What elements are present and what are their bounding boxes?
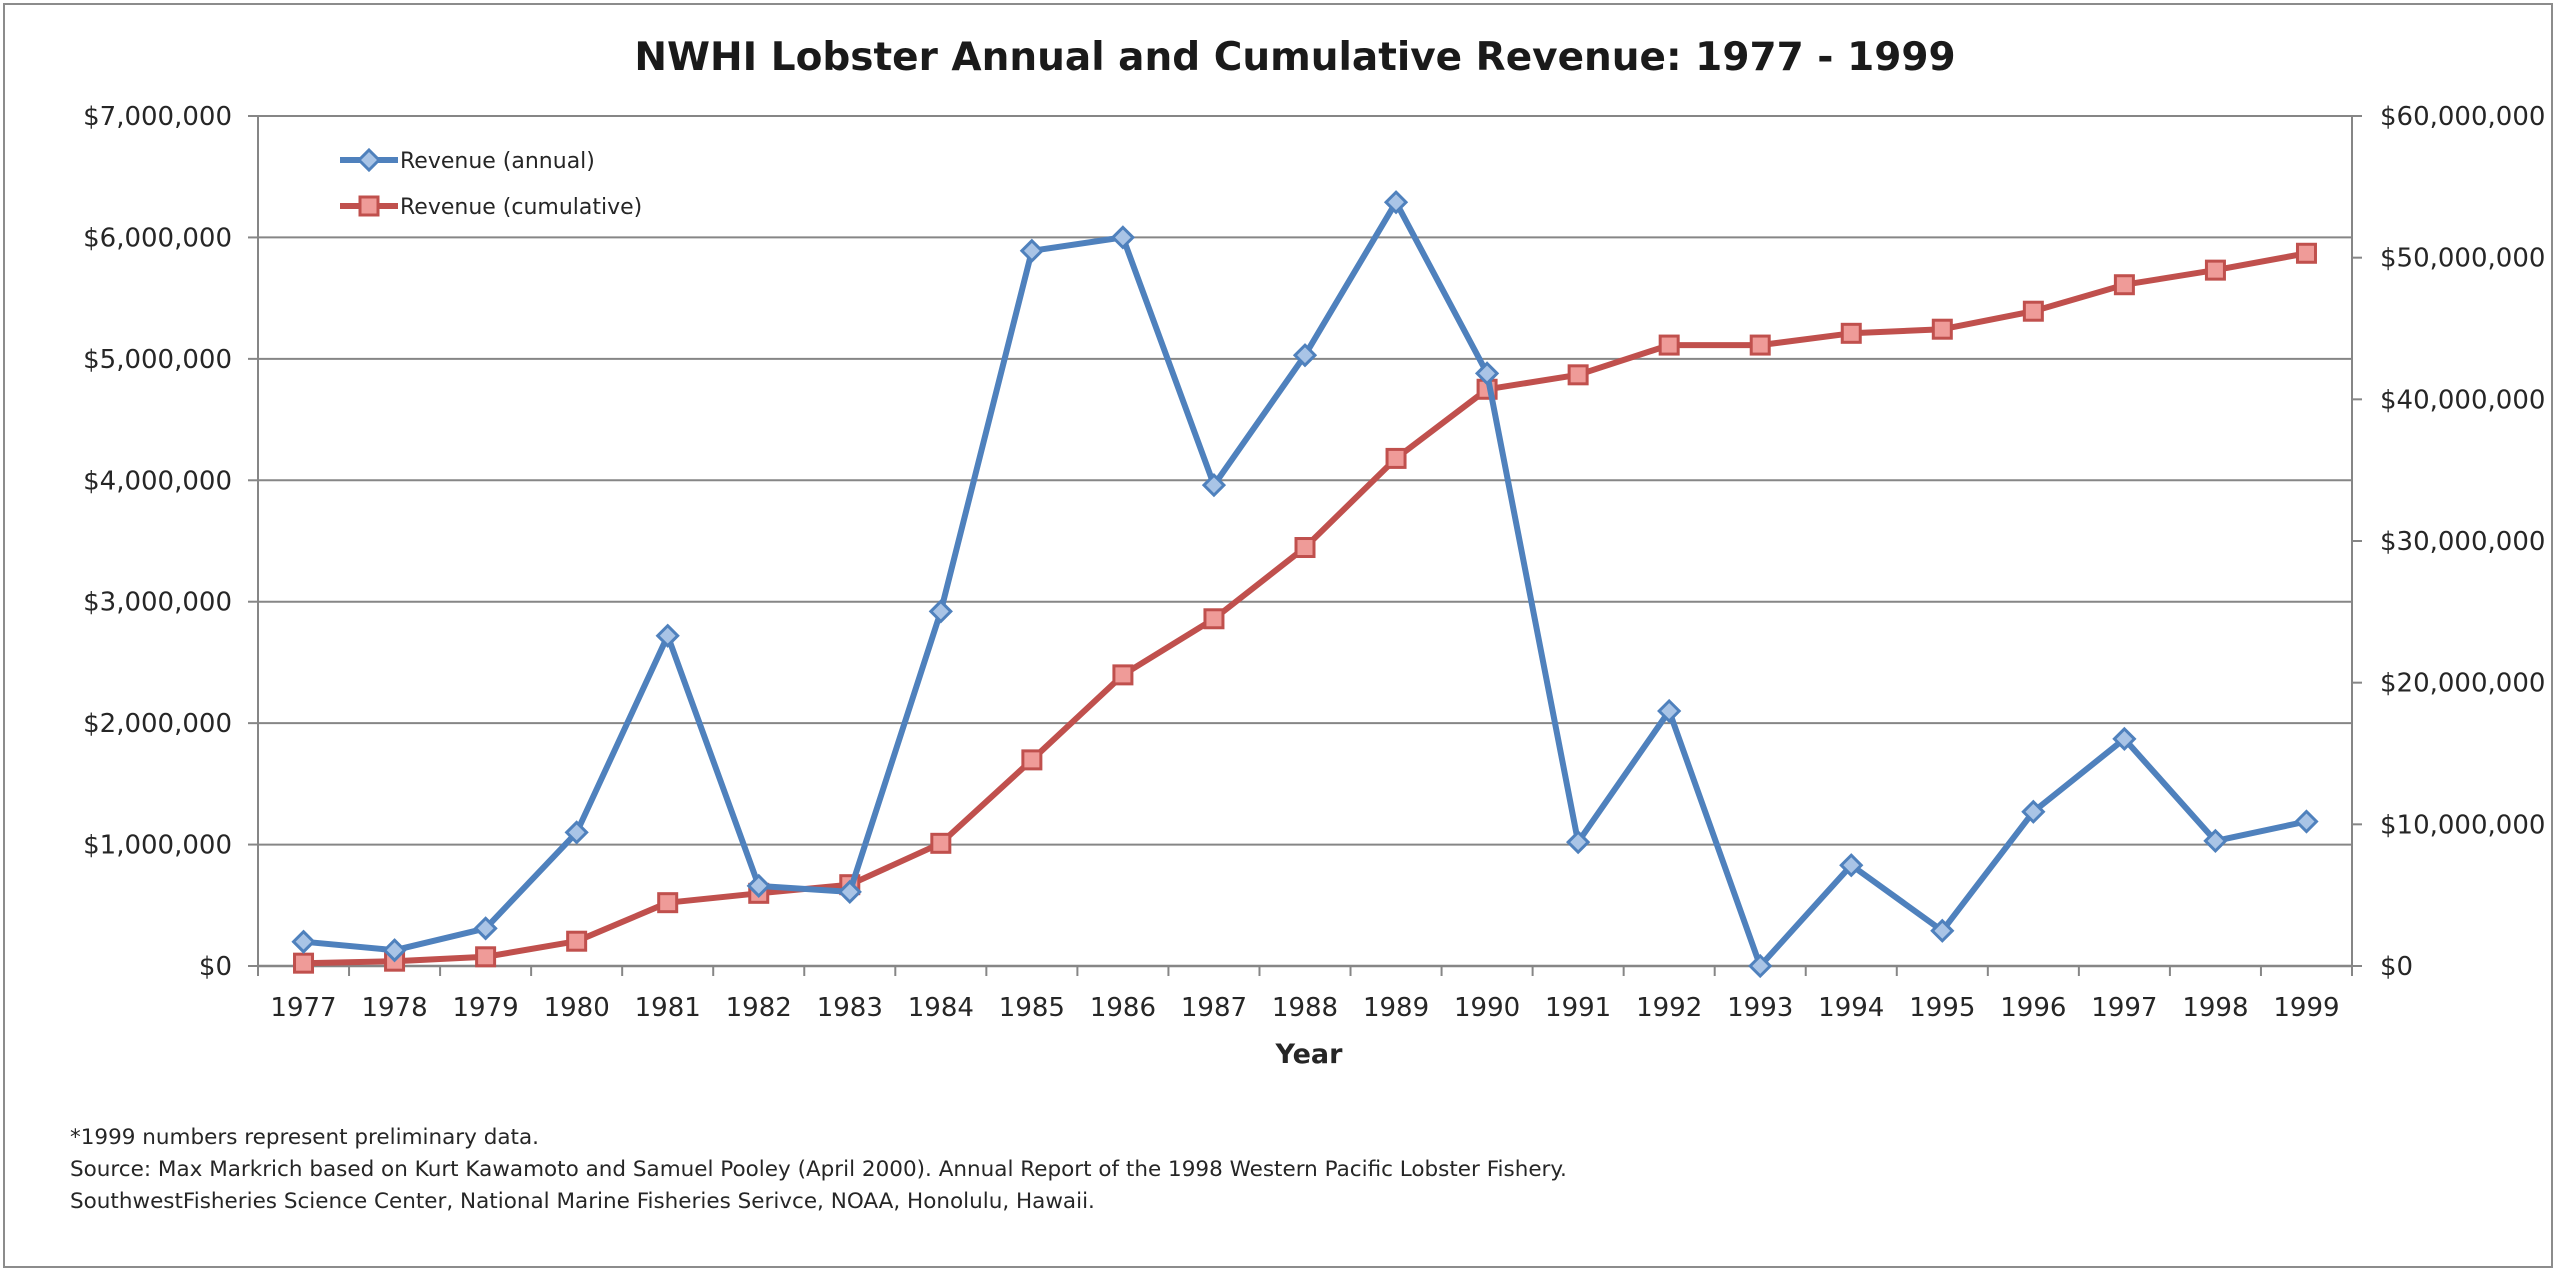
annual-data-point bbox=[1930, 918, 1955, 943]
series-annual bbox=[291, 190, 2319, 979]
legend-marker bbox=[358, 195, 380, 217]
left-y-tick-label: $7,000,000 bbox=[83, 102, 232, 132]
annual-data-point bbox=[1748, 953, 1773, 979]
x-tick-label: 1994 bbox=[1818, 993, 1884, 1023]
annual-data-point bbox=[928, 599, 953, 624]
x-tick-label: 1990 bbox=[1454, 993, 1520, 1023]
right-y-tick-label: $50,000,000 bbox=[2380, 244, 2545, 274]
annual-data-point bbox=[291, 929, 316, 954]
annual-data-point bbox=[382, 938, 407, 963]
annual-data-point bbox=[655, 623, 680, 648]
cumulative-data-point bbox=[1112, 664, 1134, 686]
left-y-tick-label: $4,000,000 bbox=[83, 466, 232, 496]
cumulative-data-point bbox=[1931, 318, 1953, 340]
cumulative-data-point bbox=[1021, 749, 1043, 771]
cumulative-data-point bbox=[475, 946, 497, 968]
cumulative-data-point bbox=[1567, 364, 1589, 386]
cumulative-data-point bbox=[1294, 537, 1316, 559]
annual-data-point bbox=[1110, 225, 1136, 250]
cumulative-data-point bbox=[1749, 334, 1771, 356]
legend-marker bbox=[356, 147, 382, 173]
chart-title: NWHI Lobster Annual and Cumulative Reven… bbox=[634, 35, 1955, 80]
footnote-source: Source: Max Markrich based on Kurt Kawam… bbox=[70, 1157, 1567, 1182]
x-tick-label: 1977 bbox=[270, 993, 336, 1023]
series-layer bbox=[291, 190, 2319, 979]
annual-data-point bbox=[1657, 698, 1682, 724]
annual-data-point bbox=[2294, 809, 2319, 834]
x-tick-label: 1988 bbox=[1272, 993, 1338, 1023]
legend-label: Revenue (annual) bbox=[400, 149, 595, 174]
right-y-tick-label: $30,000,000 bbox=[2380, 527, 2545, 557]
x-tick-label: 1989 bbox=[1363, 993, 1429, 1023]
x-tick-label: 1980 bbox=[544, 993, 610, 1023]
axes: $0 $1,000,000 $2,000,000 $3,000,000 $4,000,0… bbox=[83, 102, 2545, 1023]
left-y-tick-label: $0 bbox=[199, 952, 232, 982]
annual-data-point bbox=[1474, 361, 1500, 386]
x-tick-label: 1993 bbox=[1727, 993, 1793, 1023]
x-tick-label: 1983 bbox=[817, 993, 883, 1023]
x-tick-label: 1999 bbox=[2273, 993, 2339, 1023]
annual-data-point bbox=[473, 916, 498, 941]
right-y-tick-label: $0 bbox=[2380, 952, 2413, 982]
legend-item-annual: Revenue (annual) bbox=[340, 147, 595, 174]
x-tick-label: 1984 bbox=[908, 993, 974, 1023]
right-y-tick-label: $20,000,000 bbox=[2380, 669, 2545, 699]
annual-data-point bbox=[1566, 830, 1591, 855]
annual-data-point bbox=[1292, 343, 1318, 368]
footnote-center: SouthwestFisheries Science Center, Natio… bbox=[70, 1189, 1095, 1214]
cumulative-data-point bbox=[1203, 608, 1225, 630]
x-tick-label: 1985 bbox=[999, 993, 1065, 1023]
annual-data-point bbox=[837, 879, 862, 905]
legend-label: Revenue (cumulative) bbox=[400, 195, 642, 220]
x-tick-label: 1987 bbox=[1181, 993, 1247, 1023]
x-tick-label: 1986 bbox=[1090, 993, 1156, 1023]
x-tick-label: 1979 bbox=[453, 993, 519, 1023]
cumulative-data-point bbox=[1385, 447, 1407, 469]
annual-data-point bbox=[2112, 726, 2137, 752]
cumulative-data-point bbox=[2204, 259, 2226, 281]
cumulative-data-point bbox=[566, 930, 588, 952]
x-axis-title: Year bbox=[1275, 1039, 1344, 1070]
x-tick-label: 1981 bbox=[635, 993, 701, 1023]
x-tick-label: 1978 bbox=[361, 993, 427, 1023]
x-tick-label: 1992 bbox=[1636, 993, 1702, 1023]
cumulative-data-point bbox=[1840, 322, 1862, 344]
cumulative-data-point bbox=[657, 892, 679, 914]
cumulative-data-point bbox=[930, 832, 952, 854]
x-tick-label: 1991 bbox=[1545, 993, 1611, 1023]
x-tick-label: 1998 bbox=[2182, 993, 2248, 1023]
cumulative-data-point bbox=[1658, 334, 1680, 356]
annual-data-point bbox=[2203, 828, 2228, 854]
annual-data-point bbox=[1201, 473, 1227, 498]
cumulative-data-point bbox=[2022, 300, 2044, 322]
left-y-tick-label: $3,000,000 bbox=[83, 588, 232, 618]
left-y-tick-label: $5,000,000 bbox=[83, 345, 232, 375]
x-tick-label: 1996 bbox=[2000, 993, 2066, 1023]
left-y-tick-label: $1,000,000 bbox=[83, 831, 232, 861]
left-y-tick-label: $6,000,000 bbox=[83, 223, 232, 253]
cumulative-data-point bbox=[2113, 274, 2135, 296]
left-y-tick-label: $2,000,000 bbox=[83, 709, 232, 739]
x-tick-label: 1982 bbox=[726, 993, 792, 1023]
cumulative-data-point bbox=[293, 952, 315, 974]
x-tick-label: 1997 bbox=[2091, 993, 2157, 1023]
x-tick-label: 1995 bbox=[1909, 993, 1975, 1023]
right-y-tick-label: $40,000,000 bbox=[2380, 385, 2545, 415]
cumulative-data-point bbox=[2295, 242, 2317, 264]
legend: Revenue (annual) Revenue (cumulative) bbox=[340, 147, 642, 220]
chart-frame bbox=[3, 3, 2553, 1268]
right-y-tick-label: $60,000,000 bbox=[2380, 102, 2545, 132]
footnotes: *1999 numbers represent preliminary data… bbox=[70, 1122, 1567, 1218]
annual-data-point bbox=[1019, 238, 1044, 263]
annual-data-point bbox=[1839, 853, 1864, 878]
footnote-preliminary: *1999 numbers represent preliminary data… bbox=[70, 1125, 539, 1150]
annual-data-point bbox=[2021, 799, 2046, 824]
right-y-tick-label: $10,000,000 bbox=[2380, 810, 2545, 840]
annual-data-point bbox=[746, 873, 771, 898]
annual-data-point bbox=[1383, 190, 1409, 215]
legend-item-cumulative: Revenue (cumulative) bbox=[340, 195, 642, 220]
annual-data-point bbox=[564, 820, 589, 845]
